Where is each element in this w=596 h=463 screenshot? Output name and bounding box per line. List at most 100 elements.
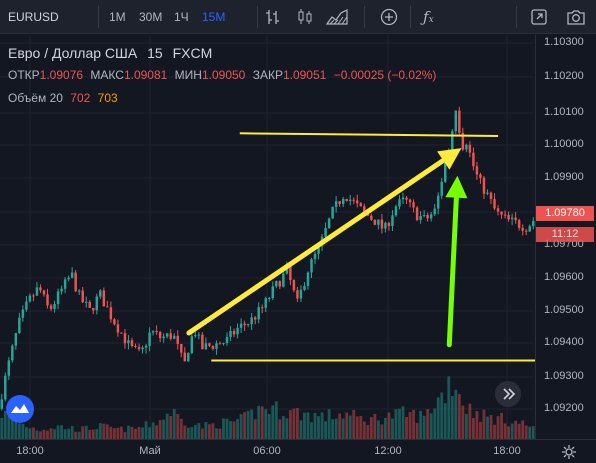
volume-bar <box>412 409 415 439</box>
candle-body <box>271 286 275 299</box>
volume-bar <box>327 409 331 439</box>
trend-line <box>239 132 499 137</box>
volume-bar <box>482 409 486 439</box>
high-label: МАКС <box>90 68 124 82</box>
volume-bar <box>528 426 532 439</box>
volume-bar <box>137 426 141 439</box>
candle-body <box>7 360 11 376</box>
open-value: 1.09076 <box>39 68 84 82</box>
volume-bar <box>440 392 444 439</box>
volume-bar <box>165 413 169 439</box>
symbol-search[interactable]: EURUSD <box>8 10 59 24</box>
drawn-arrow <box>446 195 459 348</box>
bar-style-icon[interactable] <box>264 8 282 26</box>
volume-bar <box>362 421 366 439</box>
volume-bar <box>274 401 278 439</box>
volume-bar <box>531 426 535 439</box>
symbol-title: Евро / Доллар США <box>8 45 138 61</box>
candle-body <box>465 144 468 150</box>
candle-body <box>489 192 493 200</box>
candle-body <box>380 219 384 229</box>
volume-bar <box>162 419 166 439</box>
candle-body <box>532 220 535 227</box>
volume-bar <box>464 413 468 439</box>
candle-body <box>172 335 176 339</box>
volume-bar <box>373 413 377 439</box>
volume-legend: Объём 20 702 703 <box>8 91 118 105</box>
volume-bar <box>67 428 71 439</box>
price-chart[interactable] <box>0 35 535 439</box>
low-label: МИН <box>174 68 202 82</box>
volume-bar <box>257 405 261 439</box>
settings-gear-icon[interactable] <box>562 445 576 459</box>
candle-body <box>158 331 162 339</box>
price-tick-label: 1.10000 <box>544 138 584 150</box>
candle-body <box>282 273 285 287</box>
close-label: ЗАКР <box>252 68 283 82</box>
compare-add-icon[interactable] <box>380 8 398 26</box>
volume-bar <box>144 421 148 439</box>
candle-body <box>408 199 412 203</box>
candle-body <box>243 323 246 326</box>
candle-body <box>155 331 158 333</box>
candle-body <box>116 324 120 333</box>
candle-body <box>405 197 408 200</box>
volume-bar <box>232 421 236 439</box>
snapshot-camera-icon[interactable] <box>566 8 586 26</box>
candle-body <box>120 332 123 334</box>
candle-body <box>70 272 74 278</box>
volume-bar <box>60 425 64 439</box>
interval-15m[interactable]: 15М <box>202 10 226 24</box>
volume-bar <box>81 426 85 439</box>
candle-body <box>292 280 296 291</box>
candle-body <box>363 206 366 212</box>
fullscreen-icon[interactable] <box>530 8 548 26</box>
scroll-to-realtime-icon[interactable] <box>494 380 522 408</box>
candle-body <box>429 214 433 219</box>
candle-body <box>356 200 359 204</box>
volume-value-2: 703 <box>97 91 118 105</box>
candles-icon[interactable] <box>296 8 314 26</box>
volume-bar <box>151 422 155 439</box>
volume-bar <box>503 423 507 439</box>
volume-bar <box>288 410 292 439</box>
drawn-arrow-head <box>445 175 468 199</box>
volume-bar <box>186 427 190 439</box>
volume-bar <box>190 427 194 439</box>
interval-30m[interactable]: 30М <box>139 10 163 24</box>
volume-bar <box>218 428 222 439</box>
candle-body <box>507 214 510 220</box>
indicators-icon[interactable]: ƒx <box>423 8 434 26</box>
volume-bar <box>35 430 39 439</box>
volume-bar <box>127 425 130 439</box>
interval-1h[interactable]: 1Ч <box>174 10 189 24</box>
candle-body <box>415 207 419 221</box>
candle-body <box>28 295 32 302</box>
volume-bar <box>24 427 28 439</box>
candle-body <box>331 206 334 219</box>
tradingview-logo-icon[interactable] <box>5 394 35 424</box>
area-icon[interactable] <box>326 8 348 26</box>
volume-bar <box>56 425 60 439</box>
candle-body <box>401 197 405 200</box>
volume-bar <box>324 421 327 439</box>
price-tick-label: 1.10200 <box>544 70 584 82</box>
volume-bar <box>88 429 92 439</box>
interval-1m[interactable]: 1М <box>109 10 126 24</box>
price-tick-label: 1.10300 <box>544 36 584 48</box>
candle-body <box>74 272 77 292</box>
candle-body <box>148 332 151 346</box>
volume-bar <box>475 411 479 439</box>
price-tick-label: 1.09900 <box>544 171 584 183</box>
low-value: 1.09050 <box>201 68 246 82</box>
volume-bar <box>271 405 275 439</box>
candle-body <box>299 289 303 299</box>
time-axis[interactable]: 18:00 Май 06:00 12:00 18:00 <box>0 439 596 463</box>
volume-bar <box>281 416 285 439</box>
volume-bar <box>489 415 493 439</box>
candle-body <box>109 307 113 320</box>
candle-body <box>201 334 204 350</box>
volume-bar <box>419 410 423 439</box>
volume-bar <box>7 415 11 439</box>
candle-body <box>303 285 306 290</box>
